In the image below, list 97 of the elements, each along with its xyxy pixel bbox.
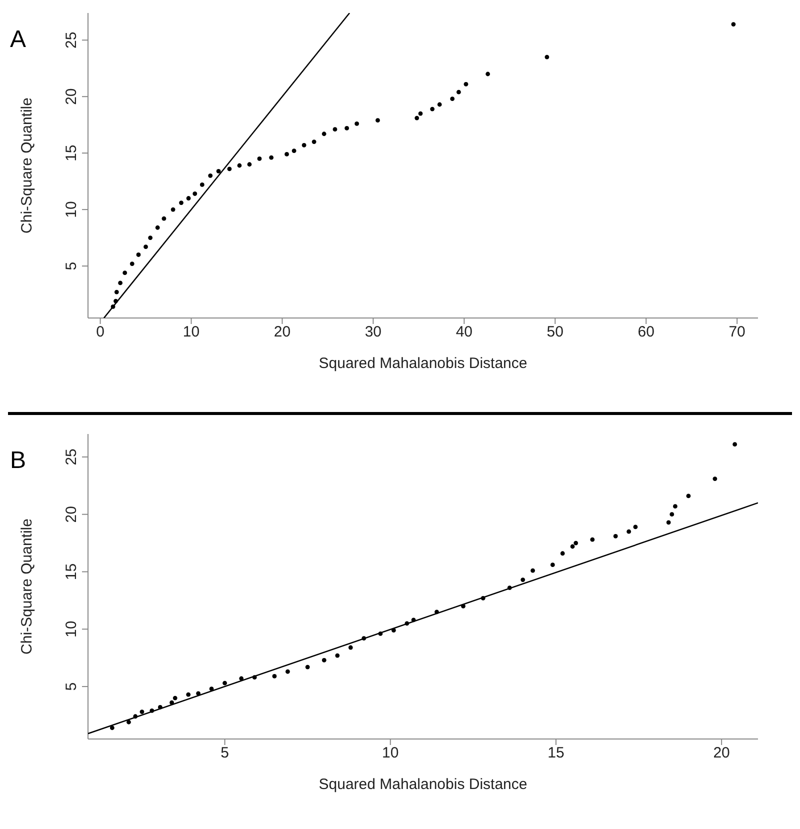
- point: [430, 106, 435, 112]
- point: [144, 244, 148, 250]
- y-tick-label: 10: [63, 201, 80, 218]
- point: [148, 236, 153, 240]
- point: [574, 540, 578, 546]
- point: [172, 696, 178, 700]
- point: [286, 669, 290, 674]
- point: [570, 544, 575, 549]
- point: [186, 196, 191, 200]
- point: [292, 148, 296, 154]
- point: [122, 270, 128, 276]
- point: [284, 152, 289, 156]
- point: [670, 512, 674, 517]
- point: [332, 127, 338, 132]
- point: [354, 122, 360, 126]
- point: [312, 140, 316, 144]
- y-tick-label: 5: [63, 262, 80, 270]
- text: A: [10, 26, 26, 54]
- point: [376, 118, 380, 123]
- x-tick-label: 60: [638, 324, 654, 341]
- point: [633, 524, 638, 530]
- y-tick-label: 5: [63, 682, 80, 691]
- point: [666, 520, 671, 525]
- x-tick-label: 30: [364, 324, 382, 341]
- point: [302, 142, 306, 148]
- point: [322, 132, 326, 136]
- x-tick-label: 0: [96, 324, 104, 341]
- point: [686, 494, 691, 498]
- point: [269, 155, 274, 160]
- point: [162, 216, 166, 221]
- point: [186, 692, 191, 697]
- x-tick-label: 40: [456, 324, 473, 341]
- text: B: [10, 447, 26, 475]
- point: [114, 290, 119, 294]
- point: [560, 551, 565, 556]
- point: [170, 207, 176, 212]
- y-tick-label: 15: [63, 563, 80, 580]
- point: [118, 280, 122, 286]
- point: [590, 537, 595, 542]
- y-tick-label: 25: [63, 32, 80, 48]
- point: [200, 182, 204, 187]
- point: [335, 653, 340, 658]
- point: [626, 529, 632, 534]
- x-tick-label: 10: [382, 744, 399, 762]
- point: [550, 562, 555, 568]
- point: [520, 578, 526, 582]
- point: [414, 116, 420, 120]
- point: [110, 726, 114, 730]
- x-tick-label: 15: [548, 744, 564, 762]
- x-tick-label: 20: [274, 324, 291, 341]
- point: [322, 658, 326, 662]
- point: [179, 200, 184, 205]
- point: [418, 111, 423, 116]
- point: [712, 476, 718, 481]
- point: [208, 173, 213, 178]
- point: [437, 102, 442, 107]
- y-axis-title: Chi-Square Quantile: [18, 518, 36, 654]
- point: [130, 262, 134, 266]
- point: [544, 54, 550, 60]
- point: [257, 156, 262, 161]
- point: [305, 664, 310, 670]
- y-axis-title: Chi-Square Quantile: [18, 98, 36, 234]
- point: [227, 166, 232, 172]
- point: [126, 720, 131, 724]
- point: [192, 192, 198, 196]
- point: [222, 680, 227, 686]
- point: [140, 710, 144, 714]
- point: [155, 225, 160, 230]
- point: [732, 442, 738, 447]
- point: [348, 645, 353, 650]
- point: [216, 168, 221, 174]
- point: [530, 568, 535, 573]
- point: [673, 504, 678, 509]
- point: [247, 162, 252, 167]
- x-tick-label: 20: [713, 744, 730, 762]
- x-tick-label: 5: [220, 744, 229, 762]
- point: [450, 96, 455, 102]
- y-tick-label: 20: [63, 506, 80, 523]
- point: [344, 126, 350, 130]
- x-tick-label: 50: [546, 324, 564, 341]
- point: [196, 691, 200, 696]
- point: [456, 90, 461, 94]
- y-tick-label: 20: [63, 88, 80, 105]
- y-tick-label: 25: [63, 448, 80, 466]
- x-tick-label: 10: [182, 324, 200, 341]
- point: [613, 534, 618, 538]
- x-tick-label: 70: [728, 324, 746, 341]
- y-tick-label: 10: [63, 620, 80, 638]
- point: [237, 163, 242, 168]
- point: [136, 252, 141, 257]
- point: [272, 674, 277, 678]
- point: [464, 82, 468, 86]
- x-axis-title: Squared Mahalanobis Distance: [318, 355, 528, 372]
- y-tick-label: 15: [63, 144, 80, 162]
- point: [486, 72, 490, 76]
- x-axis-title: Squared Mahalanobis Distance: [318, 776, 528, 793]
- point: [731, 22, 736, 26]
